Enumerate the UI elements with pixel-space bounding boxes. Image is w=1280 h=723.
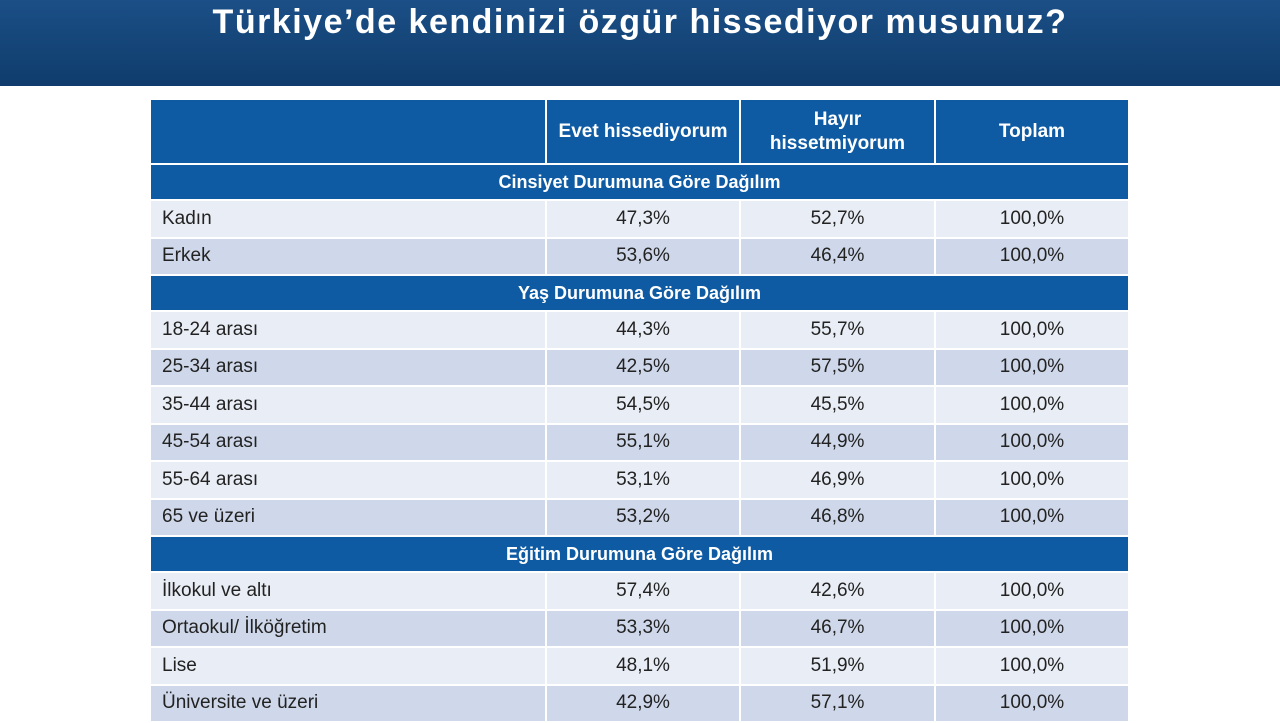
cell-value: 53,2%: [547, 499, 739, 535]
row-label: Kadın: [151, 201, 545, 237]
cell-value: 51,9%: [741, 648, 934, 684]
title-bar: [0, 0, 1280, 86]
cell-value: 42,9%: [547, 685, 739, 721]
section-title: Eğitim Durumuna Göre Dağılım: [151, 537, 1128, 571]
cell-value: 100,0%: [936, 499, 1128, 535]
data-row: Üniversite ve üzeri 42,9% 57,1% 100,0%: [151, 685, 1128, 721]
cell-value: 100,0%: [936, 349, 1128, 385]
section-row: Cinsiyet Durumuna Göre Dağılım: [151, 165, 1128, 199]
cell-value: 53,3%: [547, 610, 739, 646]
cell-value: 42,6%: [741, 573, 934, 609]
cell-value: 57,4%: [547, 573, 739, 609]
cell-value: 44,9%: [741, 424, 934, 460]
cell-value: 100,0%: [936, 462, 1128, 498]
cell-value: 100,0%: [936, 312, 1128, 348]
cell-value: 100,0%: [936, 201, 1128, 237]
row-label: Erkek: [151, 238, 545, 274]
cell-value: 53,1%: [547, 462, 739, 498]
column-header: Toplam: [936, 100, 1128, 163]
section-title: Yaş Durumuna Göre Dağılım: [151, 276, 1128, 310]
data-row: 25-34 arası 42,5% 57,5% 100,0%: [151, 349, 1128, 385]
header-row: Evet hissediyorum Hayır hissetmiyorum Topl…: [151, 100, 1128, 163]
cell-value: 54,5%: [547, 387, 739, 423]
data-row: 45-54 arası 55,1% 44,9% 100,0%: [151, 424, 1128, 460]
data-row: İlkokul ve altı 57,4% 42,6% 100,0%: [151, 573, 1128, 609]
results-table: Evet hissediyorum Hayır hissetmiyorum Topl…: [149, 98, 1130, 723]
data-row: 18-24 arası 44,3% 55,7% 100,0%: [151, 312, 1128, 348]
row-label: 35-44 arası: [151, 387, 545, 423]
row-label: 25-34 arası: [151, 349, 545, 385]
cell-value: 42,5%: [547, 349, 739, 385]
header-cell: [151, 100, 545, 163]
cell-value: 52,7%: [741, 201, 934, 237]
page-title: Türkiye’de kendinizi özgür hissediyor mu…: [212, 3, 1068, 41]
cell-value: 100,0%: [936, 387, 1128, 423]
data-row: Erkek 53,6% 46,4% 100,0%: [151, 238, 1128, 274]
cell-value: 48,1%: [547, 648, 739, 684]
cell-value: 100,0%: [936, 573, 1128, 609]
cell-value: 55,7%: [741, 312, 934, 348]
section-row: Eğitim Durumuna Göre Dağılım: [151, 537, 1128, 571]
data-row: Kadın 47,3% 52,7% 100,0%: [151, 201, 1128, 237]
cell-value: 55,1%: [547, 424, 739, 460]
row-label: 55-64 arası: [151, 462, 545, 498]
cell-value: 45,5%: [741, 387, 934, 423]
row-label: Ortaokul/ İlköğretim: [151, 610, 545, 646]
data-row: Lise 48,1% 51,9% 100,0%: [151, 648, 1128, 684]
cell-value: 46,8%: [741, 499, 934, 535]
section-title: Cinsiyet Durumuna Göre Dağılım: [151, 165, 1128, 199]
cell-value: 53,6%: [547, 238, 739, 274]
row-label: 18-24 arası: [151, 312, 545, 348]
data-row: Ortaokul/ İlköğretim 53,3% 46,7% 100,0%: [151, 610, 1128, 646]
section-row: Yaş Durumuna Göre Dağılım: [151, 276, 1128, 310]
cell-value: 57,1%: [741, 685, 934, 721]
cell-value: 57,5%: [741, 349, 934, 385]
column-header: Hayır hissetmiyorum: [741, 100, 934, 163]
cell-value: 100,0%: [936, 238, 1128, 274]
cell-value: 46,4%: [741, 238, 934, 274]
row-label: Lise: [151, 648, 545, 684]
cell-value: 47,3%: [547, 201, 739, 237]
cell-value: 100,0%: [936, 610, 1128, 646]
data-row: 55-64 arası 53,1% 46,9% 100,0%: [151, 462, 1128, 498]
cell-value: 44,3%: [547, 312, 739, 348]
data-row: 65 ve üzeri 53,2% 46,8% 100,0%: [151, 499, 1128, 535]
cell-value: 46,9%: [741, 462, 934, 498]
cell-value: 100,0%: [936, 685, 1128, 721]
cell-value: 100,0%: [936, 648, 1128, 684]
cell-value: 100,0%: [936, 424, 1128, 460]
row-label: 65 ve üzeri: [151, 499, 545, 535]
cell-value: 46,7%: [741, 610, 934, 646]
row-label: Üniversite ve üzeri: [151, 685, 545, 721]
row-label: İlkokul ve altı: [151, 573, 545, 609]
data-row: 35-44 arası 54,5% 45,5% 100,0%: [151, 387, 1128, 423]
row-label: 45-54 arası: [151, 424, 545, 460]
column-header: Evet hissediyorum: [547, 100, 739, 163]
